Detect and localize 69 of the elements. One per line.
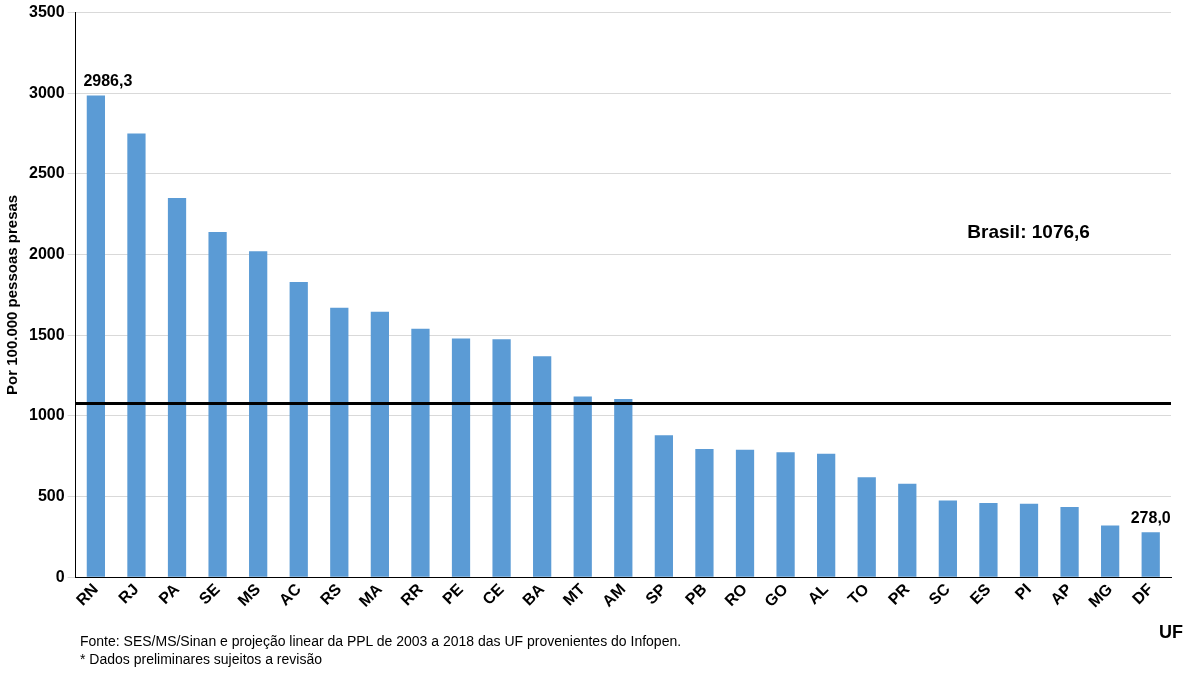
bar: [898, 483, 917, 577]
bar: [208, 231, 227, 577]
bar: [127, 133, 146, 577]
x-tick-label: SE: [195, 579, 224, 608]
bar: [249, 251, 268, 577]
x-tick-label: RO: [721, 580, 751, 610]
x-tick-label: AM: [598, 580, 629, 610]
bar: [1019, 503, 1039, 577]
bar: [1101, 525, 1120, 577]
x-tick-label: PB: [681, 580, 710, 608]
y-tick-label: 2000: [29, 244, 65, 262]
bar: [330, 307, 349, 577]
text: * Dados preliminares sujeitos a revisão: [80, 650, 323, 668]
bar: [776, 452, 795, 577]
x-tick-label: PA: [155, 579, 183, 608]
x-tick-label: MS: [234, 579, 264, 610]
x-tick-label: RS: [316, 579, 345, 608]
y-tick-label: 1000: [29, 406, 65, 424]
bar: [979, 503, 998, 577]
bar: [817, 453, 836, 577]
bar: [411, 328, 430, 577]
x-axis-title: UF: [1159, 622, 1183, 643]
y-tick-label: 0: [55, 567, 65, 585]
x-tick-label: ES: [966, 579, 994, 608]
x-tick-label: CE: [479, 579, 508, 608]
y-axis-title: Por 100.000 pessoas presas: [3, 194, 21, 395]
x-tick-label: RN: [72, 580, 102, 609]
bar: [1141, 532, 1160, 577]
x-tick-label: SC: [925, 579, 954, 608]
bar: [938, 500, 957, 577]
x-tick-label: AC: [275, 579, 305, 609]
x-tick-label: DF: [1128, 580, 1157, 608]
x-tick-label: TO: [844, 580, 872, 608]
bar: [167, 198, 187, 577]
x-tick-label: MA: [355, 579, 386, 610]
bar: [614, 398, 633, 577]
x-tick-label: AP: [1047, 579, 1076, 608]
bar: [735, 449, 755, 577]
y-tick-label: 2500: [29, 164, 65, 182]
source-note: Fonte: SES/MS/Sinan e projeção linear da PPL de 2003 a 2018 das UF provenientes do Infopen.: [80, 632, 682, 650]
x-tick-label: PE: [439, 579, 467, 608]
y-tick-label: 500: [37, 486, 65, 504]
x-tick-label: MT: [559, 580, 589, 609]
bar: [857, 477, 876, 577]
bar: [370, 311, 389, 577]
bar: [654, 435, 673, 577]
x-tick-label: AL: [804, 580, 832, 608]
bar: [533, 356, 552, 577]
x-tick-label: PI: [1011, 580, 1035, 603]
x-tick-label: GO: [761, 580, 791, 610]
bar: [1060, 507, 1079, 577]
x-tick-label: RR: [397, 579, 426, 609]
x-tick-label: SP: [641, 579, 670, 608]
y-tick-label: 3500: [29, 3, 65, 21]
x-tick-label: PR: [884, 579, 913, 608]
bar: [695, 448, 714, 577]
y-tick-label: 3000: [29, 83, 65, 101]
bar: [573, 396, 592, 577]
bar: [289, 281, 308, 577]
bar: [492, 339, 511, 577]
x-tick-label: RJ: [115, 580, 142, 607]
bar: [451, 338, 471, 577]
data-label: 278,0: [1130, 508, 1171, 526]
x-tick-label: MG: [1085, 580, 1116, 611]
data-label: 2986,3: [83, 71, 133, 89]
y-tick-label: 1500: [29, 325, 65, 343]
x-tick-label: BA: [519, 579, 548, 609]
ref-line-label: Brasil: 1076,6: [967, 220, 1090, 242]
bar: [86, 95, 106, 577]
